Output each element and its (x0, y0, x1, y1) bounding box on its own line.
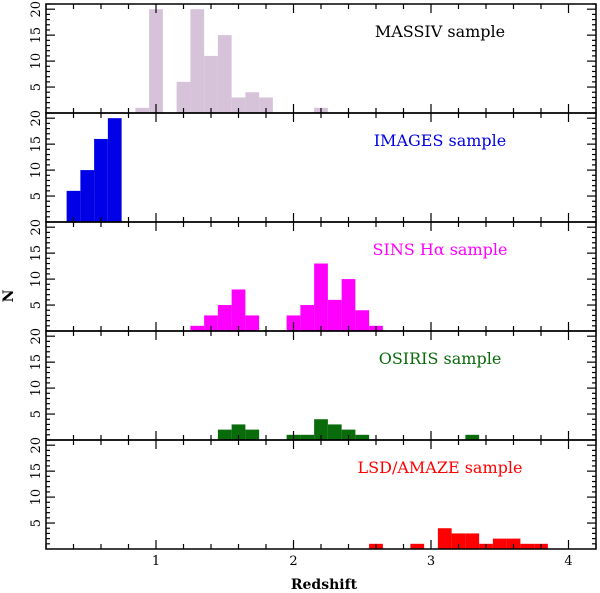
histogram-bar (217, 35, 232, 113)
histogram-bar (327, 299, 342, 331)
x-tick-label: 1 (152, 554, 160, 569)
y-tick-label: 10 (29, 489, 44, 506)
panel: 5 10 15 20 MASSIV sample (29, 1, 597, 114)
histogram-bar (245, 92, 260, 113)
y-tick-label: 10 (29, 53, 44, 70)
panel: 5 10 15 20 SINS Hα sample (29, 219, 597, 332)
y-tick-label: 5 (29, 410, 44, 418)
histogram-bar (300, 305, 315, 331)
y-axis-label: N (1, 289, 17, 302)
y-tick-label: 10 (29, 162, 44, 179)
sample-label: LSD/AMAZE sample (358, 458, 523, 477)
y-tick-label: 20 (29, 437, 44, 454)
sample-label: MASSIV sample (375, 22, 505, 41)
y-tick-label: 20 (29, 110, 44, 127)
panel: 5 10 15 20 LSD/AMAZE sample (29, 437, 597, 550)
y-tick-label: 5 (29, 83, 44, 91)
histogram-bar (355, 434, 370, 440)
histogram-bar (107, 118, 122, 222)
y-tick-label: 15 (29, 27, 44, 44)
histogram-bar (245, 315, 260, 331)
y-tick-label: 5 (29, 519, 44, 527)
y-tick-label: 15 (29, 245, 44, 262)
x-axis-label: Redshift (291, 577, 358, 593)
histogram-bar (492, 538, 507, 549)
histogram-bar (314, 263, 328, 331)
y-tick-label: 20 (29, 328, 44, 345)
histogram-bar (451, 533, 466, 549)
histogram-bar (410, 543, 425, 549)
panel-frame (45, 3, 597, 114)
histogram-bar (231, 97, 246, 113)
histogram-bar (176, 81, 191, 113)
sample-label: SINS Hα sample (373, 240, 508, 259)
histogram-bar (341, 279, 356, 331)
y-tick-label: 15 (29, 354, 44, 371)
y-tick-label: 5 (29, 301, 44, 309)
histogram-bar (190, 9, 205, 113)
histogram-bar (80, 170, 95, 222)
histogram-bar (300, 434, 315, 440)
histogram-bar (437, 528, 452, 549)
x-tick-label: 3 (427, 554, 435, 569)
histogram-bar (66, 190, 81, 222)
y-tick-label: 20 (29, 1, 44, 18)
sample-label: OSIRIS sample (379, 349, 502, 368)
histogram-bar (231, 289, 246, 331)
y-tick-label: 10 (29, 380, 44, 397)
histogram-bar (135, 107, 150, 113)
histogram-bar (94, 138, 108, 222)
histogram-bar (245, 429, 260, 440)
histogram-bar (520, 543, 535, 549)
histogram-bar (465, 434, 480, 440)
y-tick-label: 15 (29, 136, 44, 153)
histogram-bar (217, 429, 232, 440)
histogram-bar (327, 424, 342, 440)
histogram-bar (204, 55, 218, 113)
histogram-bar (341, 429, 356, 440)
sample-label: IMAGES sample (374, 131, 507, 150)
x-tick-label: 4 (564, 554, 572, 569)
histogram-bar (204, 315, 218, 331)
x-tick-label: 2 (289, 554, 297, 569)
histogram-bar (149, 9, 163, 113)
histogram-bar (506, 538, 521, 549)
panel: 5 10 15 20 IMAGES sample (29, 110, 597, 223)
y-tick-label: 10 (29, 271, 44, 288)
histogram-bar (465, 533, 480, 549)
histogram-bar (231, 424, 246, 440)
histogram-bar (190, 325, 205, 331)
panel-frame (45, 439, 597, 550)
histogram-bar (259, 97, 273, 113)
panel-frame (45, 112, 597, 223)
y-tick-label: 20 (29, 219, 44, 236)
histogram-bar (355, 310, 370, 331)
histogram-bar (314, 419, 328, 440)
y-tick-label: 15 (29, 463, 44, 480)
y-tick-label: 5 (29, 192, 44, 200)
histogram-bar (217, 305, 232, 331)
panel: 5 10 15 20 OSIRIS sample (29, 328, 597, 441)
